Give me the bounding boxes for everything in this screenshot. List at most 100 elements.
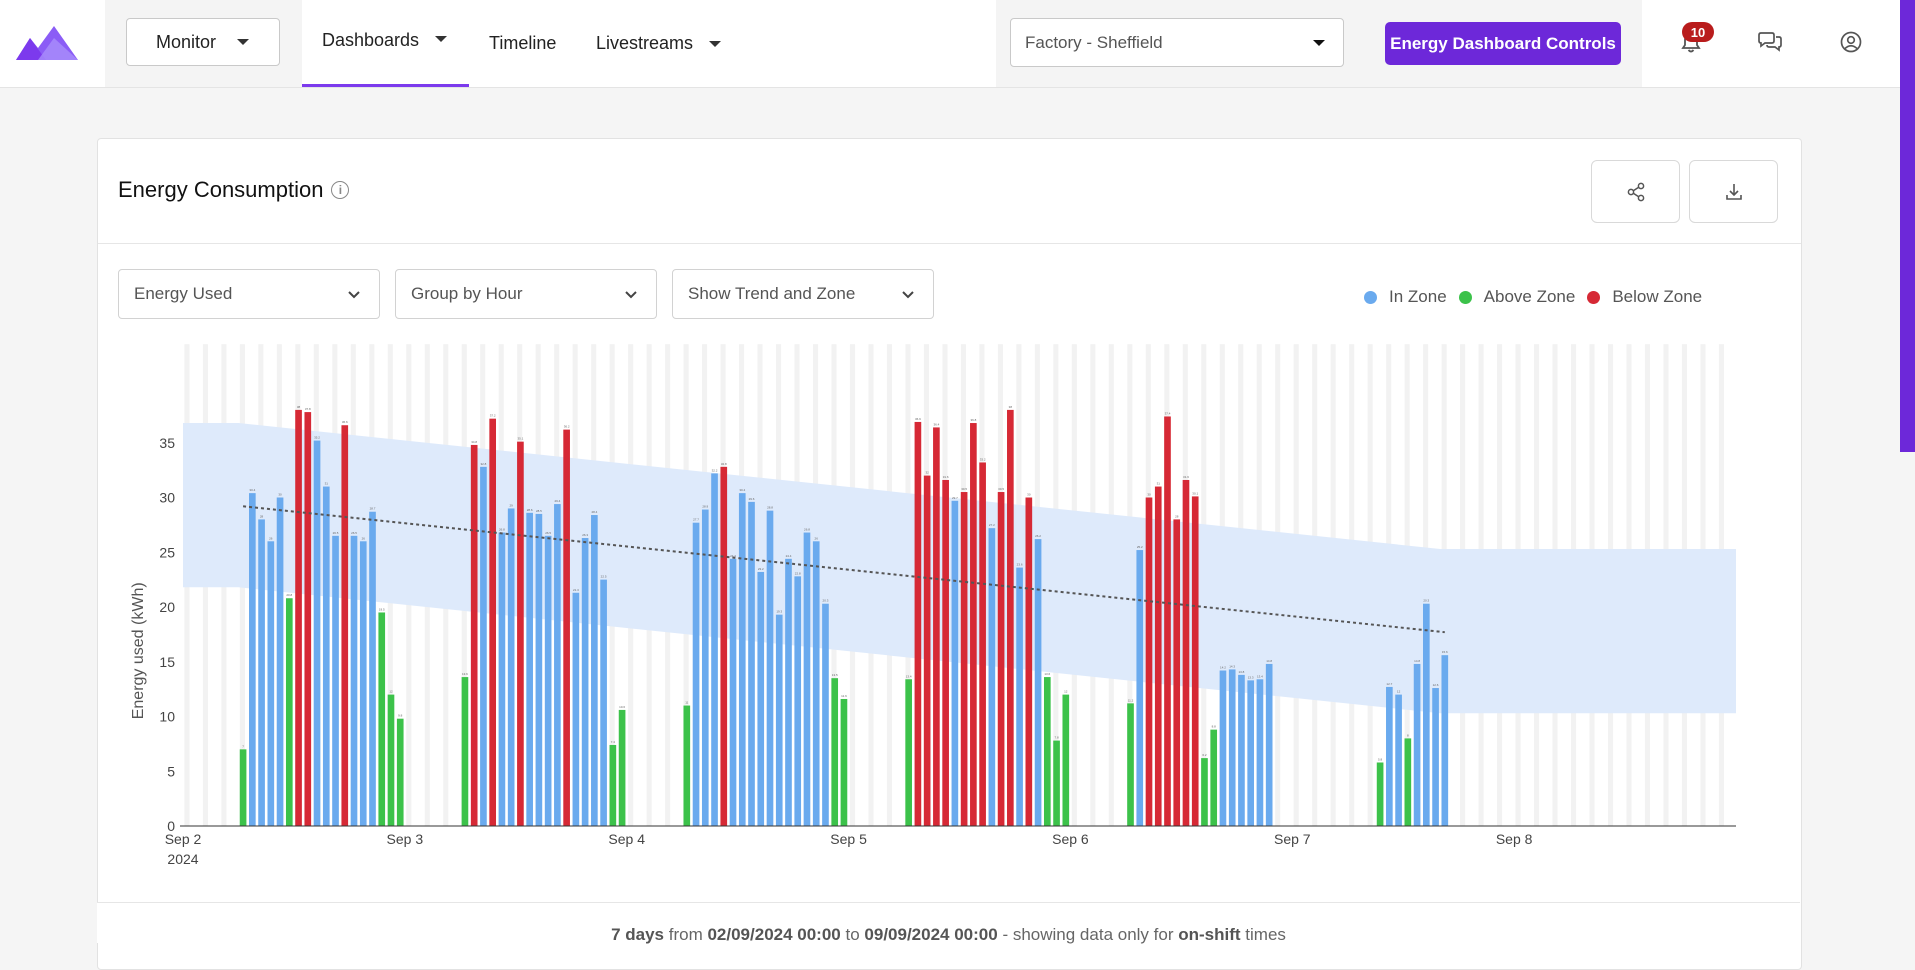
info-icon[interactable]: i (331, 181, 350, 199)
bar-in (507, 508, 515, 826)
bar-above (609, 744, 617, 826)
download-icon (1725, 183, 1742, 200)
chevron-down-icon (709, 40, 722, 47)
x-tick-label: Sep 3 (387, 831, 424, 847)
x-tick-label: Sep 7 (1274, 831, 1311, 847)
bar-data-label: 26.3 (582, 533, 588, 537)
bar-data-label: 30.5 (961, 487, 967, 491)
legend-dot-in-zone (1364, 290, 1377, 304)
bar-data-label: 24.4 (786, 554, 792, 558)
bar-above (1127, 703, 1134, 826)
bar-data-label: 28.5 (536, 509, 542, 513)
legend-item-below-zone[interactable]: Below Zone (1587, 287, 1702, 307)
x-tick-label: Sep 2 (165, 831, 202, 847)
bar-data-label: 37.8 (305, 407, 311, 411)
bar-in (313, 440, 321, 826)
overlay-select[interactable]: Show Trend and Zone (672, 269, 934, 319)
bar-data-label: 29.7 (952, 496, 958, 500)
bar-data-label: 30.1 (1192, 491, 1198, 495)
bar-data-label: 31 (325, 482, 329, 486)
bar-above (1210, 729, 1218, 826)
metric-select[interactable]: Energy Used (118, 269, 380, 319)
bar-in (498, 532, 506, 826)
bar-data-label: 11.6 (841, 694, 847, 698)
target-zone-band (183, 423, 1736, 714)
bar-data-label: 34.8 (471, 440, 477, 444)
y-axis-label: Energy used (kWh) (130, 582, 147, 719)
bar-data-label: 28.9 (702, 505, 708, 509)
bar-data-label: 20.8 (286, 593, 292, 597)
monitor-dropdown[interactable]: Monitor (126, 18, 280, 66)
bar-below (1173, 519, 1181, 826)
footer-start-date: 02/09/2024 00:00 (707, 925, 841, 944)
bar-above (1376, 762, 1384, 826)
bar-below (914, 421, 922, 826)
bar-in (785, 558, 792, 826)
bar-above (285, 598, 293, 826)
page-scrollbar-thumb[interactable] (1900, 0, 1915, 452)
legend-dot-below-zone (1587, 290, 1601, 304)
bar-in (1256, 679, 1264, 826)
bar-data-label: 36.2 (564, 425, 570, 429)
bar-data-label: 22.8 (795, 571, 801, 575)
user-menu-button[interactable] (1836, 26, 1866, 58)
bar-in (794, 576, 802, 826)
chevron-down-icon (625, 291, 637, 299)
share-button[interactable] (1591, 160, 1680, 223)
card-title: Energy Consumption i (118, 177, 350, 203)
chevron-down-icon (435, 36, 448, 42)
energy-dashboard-controls-button[interactable]: Energy Dashboard Controls (1385, 22, 1621, 65)
bar-above (378, 612, 386, 826)
bar-data-label: 7.8 (1054, 736, 1059, 740)
bar-data-label: 26.5 (545, 531, 551, 535)
grouping-select[interactable]: Group by Hour (395, 269, 657, 319)
x-tick-label: Sep 8 (1496, 831, 1533, 847)
bar-in (267, 541, 275, 826)
bar-data-label: 22.5 (601, 575, 607, 579)
bar-in (1441, 655, 1449, 826)
footer-from-word: from (668, 925, 703, 944)
bar-below (304, 412, 312, 826)
chevron-down-icon (1313, 40, 1325, 46)
bar-data-label: 14.2 (1220, 666, 1226, 670)
bar-data-label: 26 (815, 536, 819, 540)
notification-count-badge: 10 (1682, 22, 1714, 42)
bar-data-label: 13.6 (462, 672, 468, 676)
bar-in (249, 493, 256, 826)
bar-data-label: 11 (685, 701, 688, 705)
y-tick-label: 35 (159, 435, 175, 451)
bar-data-label: 13.3 (1248, 675, 1254, 679)
bar-data-label: 13.5 (832, 673, 838, 677)
bar-data-label: 13.8 (1239, 670, 1245, 674)
footer-tail: times (1245, 925, 1286, 944)
x-tick-label: Sep 5 (830, 831, 867, 847)
site-select[interactable]: Factory - Sheffield (1010, 18, 1344, 67)
bar-above (1043, 677, 1051, 826)
bar-in (369, 511, 376, 826)
bar-data-label: 30 (278, 493, 282, 497)
legend-item-in-zone[interactable]: In Zone (1364, 287, 1447, 307)
bar-data-label: 14.8 (1414, 659, 1420, 663)
controls-button-label: Energy Dashboard Controls (1390, 33, 1616, 53)
bar-above (387, 694, 395, 826)
bar-in (322, 486, 330, 826)
messages-button[interactable] (1755, 26, 1785, 58)
bar-data-label: 25.2 (1137, 545, 1143, 549)
nav-dashboards[interactable]: Dashboards (302, 0, 469, 87)
bar-in (766, 510, 774, 826)
energy-bar-chart: 0 5 10 15 20 25 30 35 Energy used (kWh) 7 30.4 28 26… (130, 344, 1736, 867)
bar-below (470, 444, 478, 826)
nav-livestreams[interactable]: Livestreams (596, 0, 722, 87)
footer-days: 7 days (611, 925, 664, 944)
bar-in (1016, 567, 1023, 826)
bar-data-label: 15.6 (1442, 650, 1448, 654)
nav-timeline[interactable]: Timeline (489, 0, 556, 87)
download-button[interactable] (1689, 160, 1778, 223)
bar-in (738, 493, 746, 826)
bar-data-label: 26 (269, 536, 273, 540)
legend-label-above-zone: Above Zone (1483, 287, 1576, 306)
logo-mountain-icon[interactable] (16, 22, 82, 64)
bar-below (923, 475, 931, 826)
legend-item-above-zone[interactable]: Above Zone (1458, 287, 1576, 307)
card-title-text: Energy Consumption (118, 177, 324, 202)
